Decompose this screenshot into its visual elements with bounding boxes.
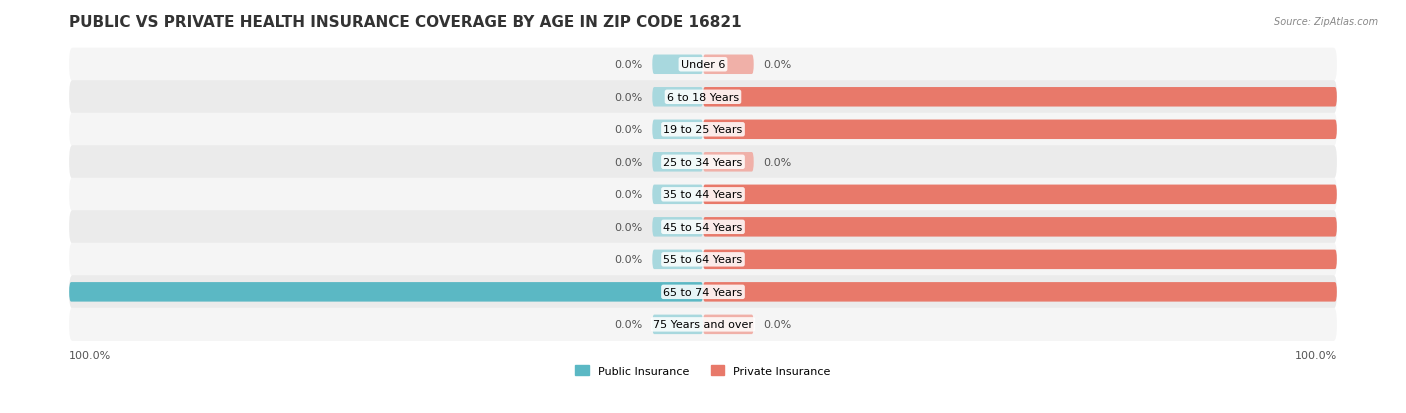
Text: 0.0%: 0.0% [614,157,643,167]
Text: 55 to 64 Years: 55 to 64 Years [664,255,742,265]
Text: Source: ZipAtlas.com: Source: ZipAtlas.com [1274,17,1378,26]
FancyBboxPatch shape [652,88,703,107]
FancyBboxPatch shape [652,185,703,204]
Text: 35 to 44 Years: 35 to 44 Years [664,190,742,200]
FancyBboxPatch shape [69,178,1337,211]
FancyBboxPatch shape [652,120,703,140]
FancyBboxPatch shape [652,250,703,269]
Text: Under 6: Under 6 [681,60,725,70]
FancyBboxPatch shape [652,218,703,237]
FancyBboxPatch shape [69,243,1337,276]
Text: 100.0%: 100.0% [1347,287,1392,297]
Text: 0.0%: 0.0% [614,255,643,265]
FancyBboxPatch shape [69,49,1337,82]
FancyBboxPatch shape [703,153,754,172]
Text: 0.0%: 0.0% [614,93,643,102]
Text: 25 to 34 Years: 25 to 34 Years [664,157,742,167]
Text: 0.0%: 0.0% [763,320,792,330]
Text: 6 to 18 Years: 6 to 18 Years [666,93,740,102]
Text: 0.0%: 0.0% [614,60,643,70]
FancyBboxPatch shape [652,55,703,75]
Text: 100.0%: 100.0% [69,351,111,361]
Text: 45 to 54 Years: 45 to 54 Years [664,222,742,232]
Text: 0.0%: 0.0% [614,320,643,330]
FancyBboxPatch shape [69,146,1337,179]
FancyBboxPatch shape [703,55,754,75]
FancyBboxPatch shape [69,211,1337,244]
FancyBboxPatch shape [652,315,703,334]
Legend: Public Insurance, Private Insurance: Public Insurance, Private Insurance [571,361,835,380]
FancyBboxPatch shape [69,81,1337,114]
Text: 65 to 74 Years: 65 to 74 Years [664,287,742,297]
FancyBboxPatch shape [703,88,1337,107]
Text: 0.0%: 0.0% [614,125,643,135]
FancyBboxPatch shape [703,315,754,334]
FancyBboxPatch shape [703,120,1337,140]
FancyBboxPatch shape [703,218,1337,237]
Text: 0.0%: 0.0% [763,157,792,167]
FancyBboxPatch shape [703,185,1337,204]
Text: 75 Years and over: 75 Years and over [652,320,754,330]
Text: 100.0%: 100.0% [1347,125,1392,135]
FancyBboxPatch shape [69,308,1337,341]
FancyBboxPatch shape [652,153,703,172]
FancyBboxPatch shape [69,282,703,302]
Text: 100.0%: 100.0% [1295,351,1337,361]
Text: 100.0%: 100.0% [1347,93,1392,102]
FancyBboxPatch shape [69,275,1337,309]
FancyBboxPatch shape [69,114,1337,147]
Text: 19 to 25 Years: 19 to 25 Years [664,125,742,135]
Text: 0.0%: 0.0% [614,190,643,200]
Text: 100.0%: 100.0% [1347,222,1392,232]
Text: 100.0%: 100.0% [14,287,59,297]
Text: 0.0%: 0.0% [614,222,643,232]
Text: 0.0%: 0.0% [763,60,792,70]
FancyBboxPatch shape [703,250,1337,269]
Text: 100.0%: 100.0% [1347,190,1392,200]
Text: 100.0%: 100.0% [1347,255,1392,265]
Text: PUBLIC VS PRIVATE HEALTH INSURANCE COVERAGE BY AGE IN ZIP CODE 16821: PUBLIC VS PRIVATE HEALTH INSURANCE COVER… [69,15,742,30]
FancyBboxPatch shape [703,282,1337,302]
